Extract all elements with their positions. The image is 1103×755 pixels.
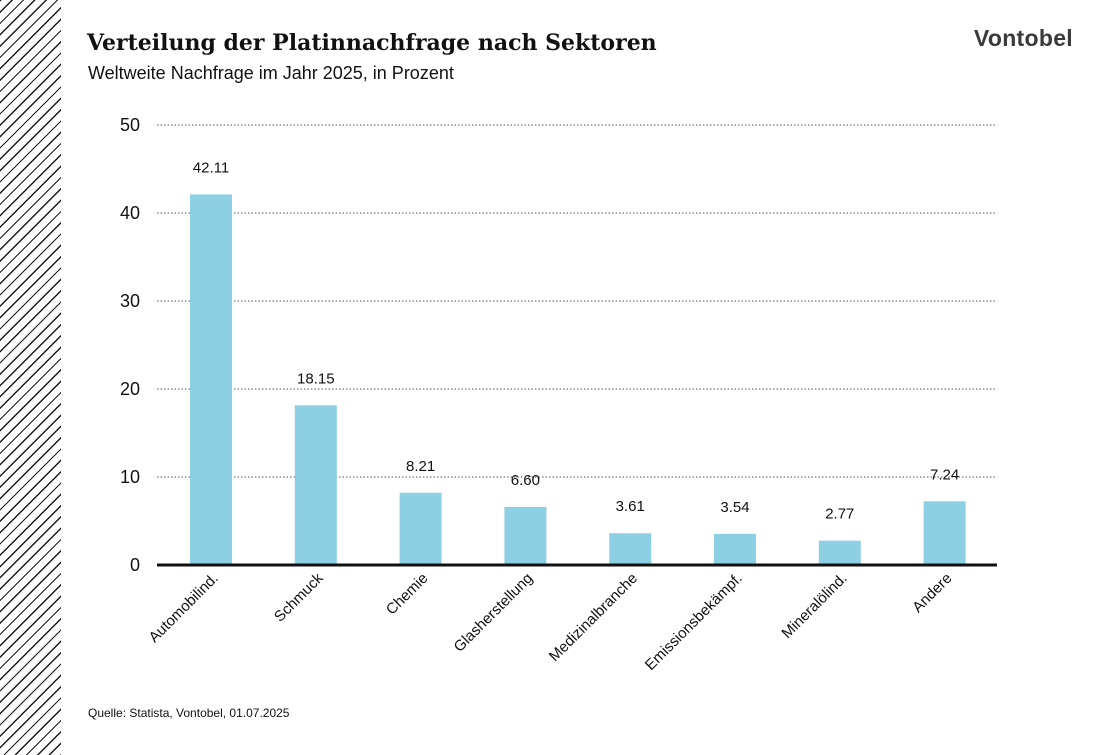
data-label: 8.21 [406,458,435,475]
bar [190,194,232,565]
y-tick-label: 50 [120,115,140,135]
chart-title: Verteilung der Platinnachfrage nach Sekt… [87,30,657,56]
chart-subtitle: Weltweite Nachfrage im Jahr 2025, in Pro… [88,63,454,83]
y-tick-label: 0 [130,555,140,575]
data-label: 6.60 [511,472,540,489]
y-tick-label: 40 [120,203,140,223]
category-label: Chemie [383,570,432,619]
bar [714,533,756,565]
data-label: 42.11 [193,159,229,176]
data-label: 3.61 [616,498,645,515]
bar [294,405,337,565]
data-label: 2.77 [825,506,854,523]
bar [504,506,547,565]
category-label: Mineralölind. [778,570,850,642]
y-tick-label: 20 [120,379,140,399]
category-label: Automobilind. [146,570,222,646]
data-label: 3.54 [720,499,749,516]
bar [399,492,442,565]
hatched-sidebar-decoration [0,0,61,755]
source-note: Quelle: Statista, Vontobel, 01.07.2025 [88,706,290,720]
vontobel-logo: Vontobel [973,25,1073,51]
category-label: Emissionsbekämpf. [642,570,746,674]
y-tick-label: 10 [120,467,140,487]
y-tick-label: 30 [120,291,140,311]
data-label: 18.15 [297,370,335,387]
data-label: 7.24 [930,466,959,483]
bar [818,540,861,565]
bar [609,533,652,565]
bar [923,501,966,565]
category-label: Schmuck [271,569,327,625]
category-label: Medizinalbranche [546,570,641,665]
category-label: Glasherstellung [451,570,537,656]
category-label: Andere [909,570,955,616]
